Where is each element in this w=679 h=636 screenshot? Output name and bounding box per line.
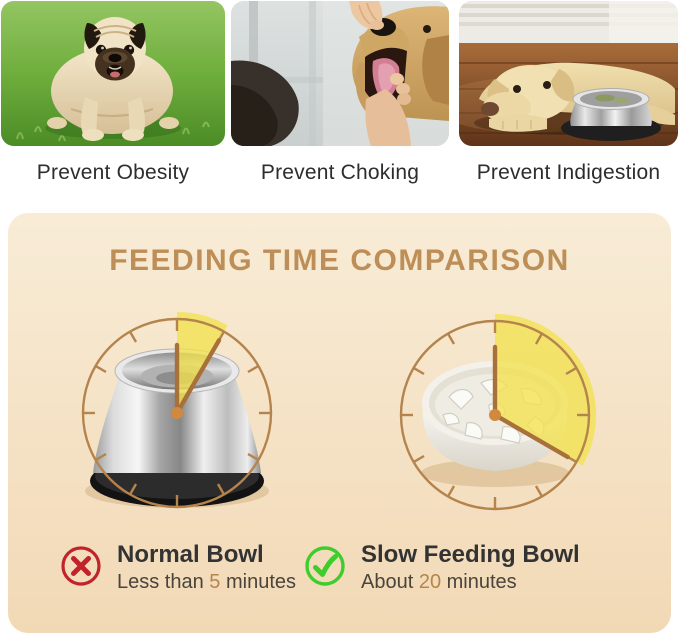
overweight-pug-photo <box>1 1 225 146</box>
dog-by-bowl-illustration <box>459 1 678 146</box>
clock-ticks <box>401 321 589 509</box>
time-value: 20 <box>418 571 442 593</box>
pug-illustration <box>1 1 225 146</box>
dog-by-bowl-photo <box>459 1 678 146</box>
clock-hands <box>174 338 222 416</box>
caption-prevent-obesity: Prevent Obesity <box>36 161 190 184</box>
slow-feeding-bowl-legend: Slow Feeding Bowl About 20 minutes <box>302 542 580 593</box>
mouth-check-illustration <box>231 1 449 146</box>
normal-bowl-title: Normal Bowl <box>117 541 264 568</box>
mouth-check-photo <box>231 1 449 146</box>
normal-bowl-clock <box>57 293 297 533</box>
time-suffix: minutes <box>220 571 297 593</box>
clock-hands <box>492 344 570 460</box>
panel-title: FEEDING TIME COMPARISON <box>109 244 570 277</box>
clock-ticks <box>83 319 271 507</box>
caption-prevent-choking: Prevent Choking <box>260 161 420 184</box>
time-prefix: About <box>361 571 419 593</box>
clock-center-dot <box>489 409 501 421</box>
time-prefix: Less than <box>117 571 210 593</box>
normal-bowl-legend: Normal Bowl Less than 5 minutes <box>58 542 296 593</box>
slow-feeding-bowl-time: About 20 minutes <box>361 571 580 593</box>
slow-feeding-bowl-title: Slow Feeding Bowl <box>361 541 580 568</box>
slow-feeder-bowl-clock <box>375 295 615 535</box>
clock-ring <box>399 319 591 511</box>
cross-icon <box>58 543 104 589</box>
time-value: 5 <box>209 571 221 593</box>
clock-center-dot <box>171 407 183 419</box>
clock-overlay <box>399 314 597 511</box>
caption-prevent-indigestion: Prevent Indigestion <box>476 161 661 184</box>
clock-overlay <box>81 312 273 509</box>
comparison-panel: FEEDING TIME COMPARISON <box>8 213 671 633</box>
time-suffix: minutes <box>441 571 517 593</box>
clock-ring <box>81 317 273 509</box>
normal-bowl-time: Less than 5 minutes <box>117 571 296 593</box>
check-icon <box>302 543 348 589</box>
